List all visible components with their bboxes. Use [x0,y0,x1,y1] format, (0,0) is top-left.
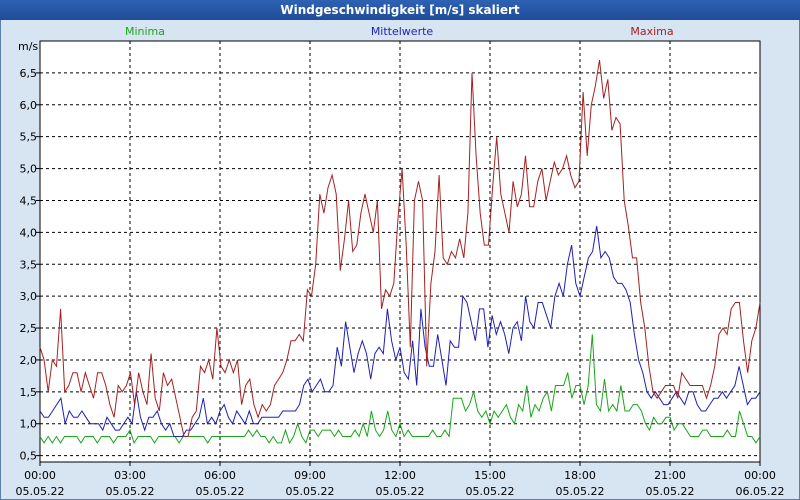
x-tick-date: 05.05.22 [556,485,605,498]
y-tick-label: 5,0 [20,163,38,176]
x-tick-time: 21:00 [654,469,686,482]
legend-mittelwerte: Mittelwerte [371,25,434,38]
y-tick-label: 4,5 [20,194,38,207]
legend-maxima: Maxima [630,25,673,38]
x-tick-time: 00:00 [744,469,776,482]
x-tick-time: 03:00 [114,469,146,482]
x-tick-time: 06:00 [204,469,236,482]
legend-minima: Minima [125,25,165,38]
series-line-mittelwerte [39,225,761,437]
y-axis-label: m/s [18,40,38,53]
y-tick-label: 1,0 [20,418,38,431]
y-tick-label: 6,5 [20,67,38,80]
x-tick-date: 05.05.22 [466,485,515,498]
x-tick-time: 00:00 [24,469,56,482]
x-tick-date: 05.05.22 [196,485,245,498]
x-tick-time: 18:00 [564,469,596,482]
x-tick-date: 05.05.22 [286,485,335,498]
x-tick-date: 06.05.22 [736,485,785,498]
x-tick-time: 12:00 [384,469,416,482]
y-tick-label: 4,0 [20,226,38,239]
x-tick-time: 15:00 [474,469,506,482]
x-tick-date: 05.05.22 [646,485,695,498]
window-title: Windgeschwindigkeit [m/s] skaliert [0,0,800,20]
y-tick-label: 0,5 [20,450,38,463]
y-tick-label: 2,0 [20,354,38,367]
y-tick-label: 6,0 [20,99,38,112]
x-tick-time: 09:00 [294,469,326,482]
y-tick-label: 3,0 [20,290,38,303]
x-axis-ticks: 00:00 05.05.22 03:00 05.05.22 06:00 05.05.22 0… [16,462,785,498]
y-tick-label: 2,5 [20,322,38,335]
x-tick-date: 05.05.22 [106,485,155,498]
y-tick-label: 5,5 [20,131,38,144]
y-axis-ticks: 0,5 1,0 1,5 2,0 2,5 3,0 3,5 4,0 4,5 5,0 5,5 6,0 6,5 [20,67,40,463]
series-line-maxima [39,60,761,437]
series-lines [39,60,761,445]
series-line-minima [39,334,761,445]
x-tick-date: 05.05.22 [376,485,425,498]
y-tick-label: 1,5 [20,386,38,399]
y-tick-label: 3,5 [20,258,38,271]
x-tick-date: 05.05.22 [16,485,65,498]
